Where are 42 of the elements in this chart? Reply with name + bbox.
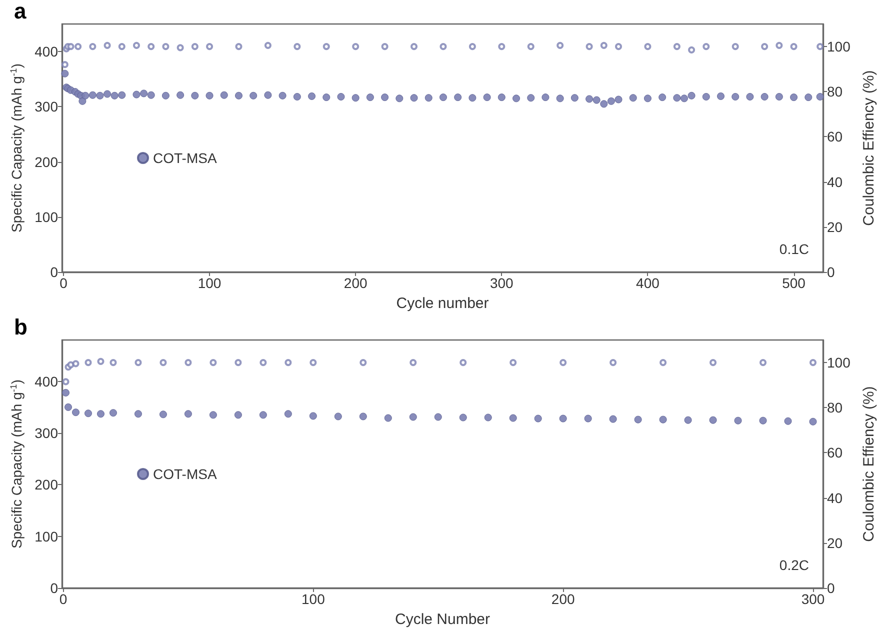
y-tick-label: 300 [34,425,58,441]
y2-tick-label: 40 [827,174,843,190]
y-tick-label: 100 [34,528,58,544]
x-tick-label: 300 [490,275,514,291]
y-tick-label: 0 [50,264,58,280]
y2-tick-label: 80 [827,84,843,100]
y-tick-label: 100 [34,208,58,225]
y2-tick-label: 0 [827,264,835,280]
y2-tick-label: 20 [827,534,843,551]
y2-tick-label: 100 [827,354,851,371]
y-axis-title: Specific Capacity (mAh g-1) [8,379,24,549]
y2-tick-label: 100 [827,38,851,55]
annotation: 0.2C [779,557,810,573]
y-tick-label: 400 [34,373,58,390]
y2-axis-title: Coulombic Effiency (%) [860,386,878,542]
chart-title: a [14,0,27,24]
annotation: 0.1C [779,241,810,257]
x-tick-label: 100 [198,275,222,291]
x-tick-label: 400 [636,275,660,291]
y2-tick-label: 20 [827,218,843,235]
legend-label: COT-MSA [153,466,218,482]
x-tick-label: 200 [551,591,575,607]
y-tick-label: 200 [34,476,58,493]
legend-label: COT-MSA [153,150,218,166]
y-tick-label: 400 [34,44,58,60]
x-axis-title: Cycle number [396,295,489,312]
x-tick-label: 500 [782,275,806,291]
x-tick-label: 100 [301,591,326,607]
y-tick-label: 200 [34,154,58,170]
chart-title: b [14,314,28,340]
y2-tick-label: 80 [827,400,843,416]
y2-tick-label: 40 [827,490,843,506]
y2-tick-label: 0 [827,580,835,596]
y-tick-label: 300 [34,98,58,115]
x-tick-label: 200 [344,275,368,291]
y2-tick-label: 60 [827,128,843,145]
x-tick-label: 300 [801,591,825,607]
y2-tick-label: 60 [827,444,843,461]
y-axis-title: Specific Capacity (mAh g-1) [8,63,24,233]
y2-axis-title: Coulombic Effiency (%) [860,70,878,226]
x-axis-title: Cycle Number [394,611,490,628]
y-tick-label: 0 [50,580,58,596]
